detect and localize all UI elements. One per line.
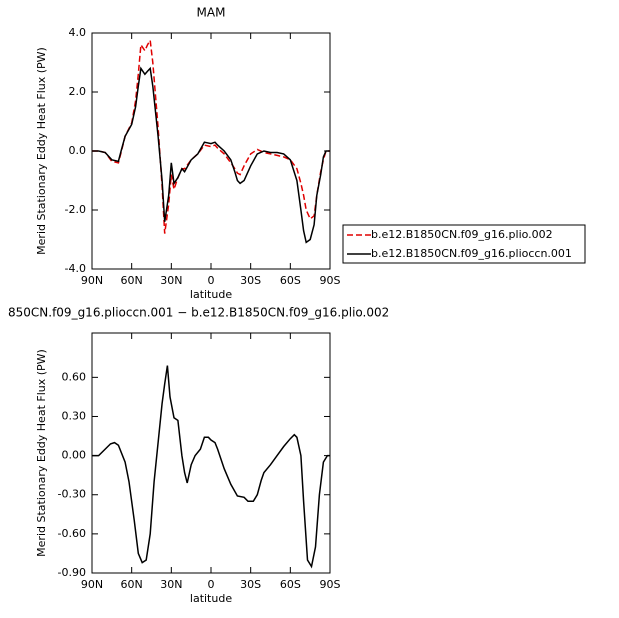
y-axis-label: Merid Stationary Eddy Heat Flux (PW) <box>35 47 48 255</box>
x-axis-label: latitude <box>190 592 232 605</box>
y-tick-label: 0.60 <box>62 370 87 383</box>
y-tick-label: 0.00 <box>62 449 87 462</box>
series-line <box>92 365 330 569</box>
y-tick-label: -0.90 <box>58 566 86 579</box>
x-tick-label: 30S <box>240 274 261 287</box>
y-tick-label: -4.0 <box>65 262 86 275</box>
y-tick-label: -2.0 <box>65 203 86 216</box>
x-tick-label: 60S <box>280 274 301 287</box>
x-tick-label: 60N <box>121 578 143 591</box>
x-tick-label: 90N <box>81 274 103 287</box>
series-line <box>92 38 330 234</box>
x-tick-label: 90S <box>320 578 341 591</box>
y-axis-label: Merid Stationary Eddy Heat Flux (PW) <box>35 349 48 557</box>
legend-box <box>342 224 586 264</box>
chart-title: 850CN.f09_g16.plioccn.001 − b.e12.B1850C… <box>8 306 389 320</box>
plot-frame <box>91 32 331 270</box>
y-tick-label: -0.30 <box>58 488 86 501</box>
x-tick-label: 30S <box>240 578 261 591</box>
y-tick-label: -0.60 <box>58 527 86 540</box>
x-tick-label: 30N <box>160 578 182 591</box>
x-tick-label: 30N <box>160 274 182 287</box>
x-axis-label: latitude <box>190 288 232 301</box>
y-tick-label: 4.0 <box>69 26 87 39</box>
x-tick-label: 0 <box>208 578 215 591</box>
y-tick-label: 2.0 <box>69 85 87 98</box>
y-tick-label: 0.30 <box>62 409 87 422</box>
x-tick-label: 90S <box>320 274 341 287</box>
x-tick-label: 90N <box>81 578 103 591</box>
plot-frame <box>91 332 331 574</box>
legend-label: b.e12.B1850CN.f09_g16.plio.002 <box>371 228 553 241</box>
y-tick-label: 0.0 <box>69 144 87 157</box>
x-tick-label: 60N <box>121 274 143 287</box>
chart-title: MAM <box>197 6 226 20</box>
series-line <box>92 66 330 244</box>
x-tick-label: 0 <box>208 274 215 287</box>
legend-label: b.e12.B1850CN.f09_g16.plioccn.001 <box>371 247 572 260</box>
x-tick-label: 60S <box>280 578 301 591</box>
